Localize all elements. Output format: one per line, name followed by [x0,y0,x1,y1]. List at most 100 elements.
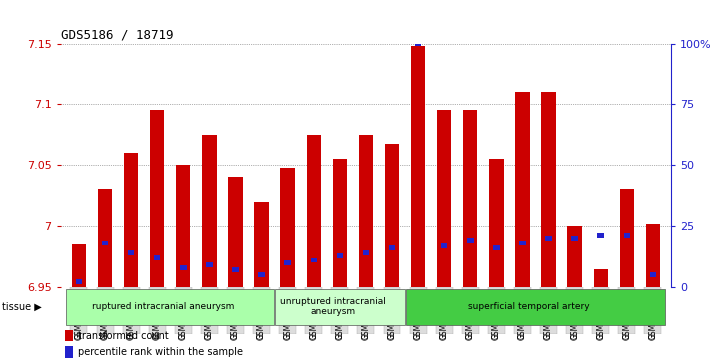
Bar [284,260,291,265]
Bar [98,189,112,287]
Bar [516,92,530,287]
Bar [436,287,453,334]
Bar [383,287,401,334]
Bar [66,289,274,325]
Text: GSM1306903: GSM1306903 [544,289,553,340]
Bar [385,144,399,287]
Text: GSM1306892: GSM1306892 [257,289,266,340]
Text: superficial temporal artery: superficial temporal artery [468,302,590,311]
Bar [76,280,82,284]
Bar [406,289,665,325]
Bar [202,135,216,287]
Bar [275,289,405,325]
Text: GSM1306886: GSM1306886 [101,289,109,340]
Bar [253,287,270,334]
Text: GSM1306895: GSM1306895 [336,289,344,340]
Bar [306,135,321,287]
Text: GSM1306900: GSM1306900 [466,289,475,340]
Bar [331,287,348,334]
Bar [623,233,630,238]
Bar [65,346,74,358]
Bar [124,153,139,287]
Text: GSM1306887: GSM1306887 [126,289,136,340]
Text: GSM1306899: GSM1306899 [440,289,448,340]
Bar [519,241,526,245]
Text: GSM1306904: GSM1306904 [570,289,579,340]
Text: transformed count: transformed count [79,331,169,341]
Bar [389,245,396,250]
Bar [254,202,268,287]
Text: GSM1306885: GSM1306885 [74,289,84,340]
Bar [311,258,317,262]
Bar [228,178,243,287]
Text: GSM1306893: GSM1306893 [283,289,292,340]
Text: ruptured intracranial aneurysm: ruptured intracranial aneurysm [92,302,235,311]
Bar [102,241,109,245]
Bar [598,233,604,238]
Bar [467,238,473,243]
Bar [541,92,555,287]
Bar [358,287,374,334]
Bar [441,243,448,248]
Text: GSM1306905: GSM1306905 [596,289,605,340]
Bar [645,224,660,287]
Text: GSM1306896: GSM1306896 [361,289,371,340]
Bar [175,287,192,334]
Bar [462,287,479,334]
Bar [493,245,500,250]
Bar [149,287,166,334]
Text: GSM1306898: GSM1306898 [413,289,423,340]
Bar [463,110,478,287]
Bar [176,165,191,287]
Bar [232,267,238,272]
Bar [489,159,503,287]
Bar [620,189,634,287]
Bar [411,46,426,287]
Text: GDS5186 / 18719: GDS5186 / 18719 [61,28,174,41]
Text: unruptured intracranial
aneurysm: unruptured intracranial aneurysm [280,297,386,317]
Bar [154,255,161,260]
Bar [336,253,343,258]
Bar [150,110,164,287]
Bar [123,287,140,334]
Bar [180,265,186,270]
Text: GSM1306897: GSM1306897 [388,289,396,340]
Bar [645,287,661,334]
Bar [128,250,134,255]
Bar [65,330,74,341]
Text: GSM1306890: GSM1306890 [205,289,214,340]
Bar [545,236,552,241]
Text: tissue ▶: tissue ▶ [2,302,42,312]
Bar [363,250,369,255]
Bar [206,262,213,267]
Bar [488,287,505,334]
Bar [592,287,609,334]
Text: GSM1306894: GSM1306894 [309,289,318,340]
Bar [571,236,578,241]
Text: percentile rank within the sample: percentile rank within the sample [79,347,243,357]
Bar [415,41,421,46]
Text: GSM1306891: GSM1306891 [231,289,240,340]
Bar [437,110,451,287]
Text: GSM1306902: GSM1306902 [518,289,527,340]
Bar [593,269,608,287]
Bar [72,244,86,287]
Bar [358,135,373,287]
Bar [566,287,583,334]
Bar [258,272,265,277]
Bar [227,287,244,334]
Text: GSM1306906: GSM1306906 [623,289,631,340]
Bar [514,287,531,334]
Bar [306,287,322,334]
Bar [540,287,557,334]
Bar [650,272,656,277]
Bar [71,287,87,334]
Bar [281,168,295,287]
Text: GSM1306888: GSM1306888 [153,289,161,340]
Bar [96,287,114,334]
Bar [568,226,582,287]
Text: GSM1306907: GSM1306907 [648,289,658,340]
Bar [201,287,218,334]
Bar [618,287,635,334]
Text: GSM1306889: GSM1306889 [178,289,188,340]
